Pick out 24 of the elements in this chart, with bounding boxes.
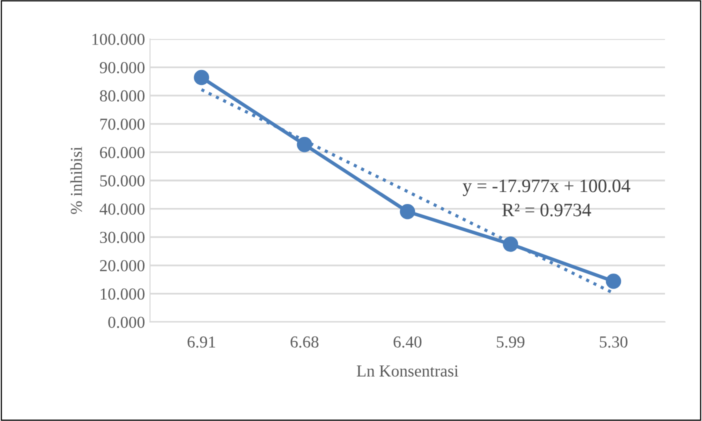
y-tick-label: 0.000 <box>108 316 145 328</box>
x-tick-label: 6.91 <box>188 336 216 348</box>
y-tick-label: 100.000 <box>92 34 145 46</box>
y-tick-label: 40.000 <box>100 204 145 215</box>
y-tick-label: 80.000 <box>100 90 145 102</box>
y-tick-label: 60.000 <box>100 146 145 158</box>
annotation: R² = 0.9734 <box>502 204 592 216</box>
y-tick-label: 20.000 <box>100 260 145 272</box>
y-tick-label: 70.000 <box>100 118 145 130</box>
y-axis-title: % inhibisi <box>70 146 82 214</box>
annotation: y = -17.977x + 100.04 <box>462 180 630 196</box>
point <box>400 204 416 220</box>
x-tick-label: 6.68 <box>290 336 318 348</box>
point <box>606 274 622 289</box>
x-tick-label: 5.30 <box>600 336 628 348</box>
y-tick-label: 10.000 <box>100 288 145 300</box>
point <box>296 136 312 152</box>
x-tick-label: 6.40 <box>394 336 422 348</box>
y-tick-label: 90.000 <box>100 62 145 74</box>
y-tick-label: 50.000 <box>100 175 145 187</box>
x-tick-label: 5.99 <box>496 336 524 348</box>
x-axis-title: Ln Konsentrasi <box>356 365 458 377</box>
y-tick-label: 30.000 <box>100 232 145 244</box>
point <box>194 70 210 86</box>
